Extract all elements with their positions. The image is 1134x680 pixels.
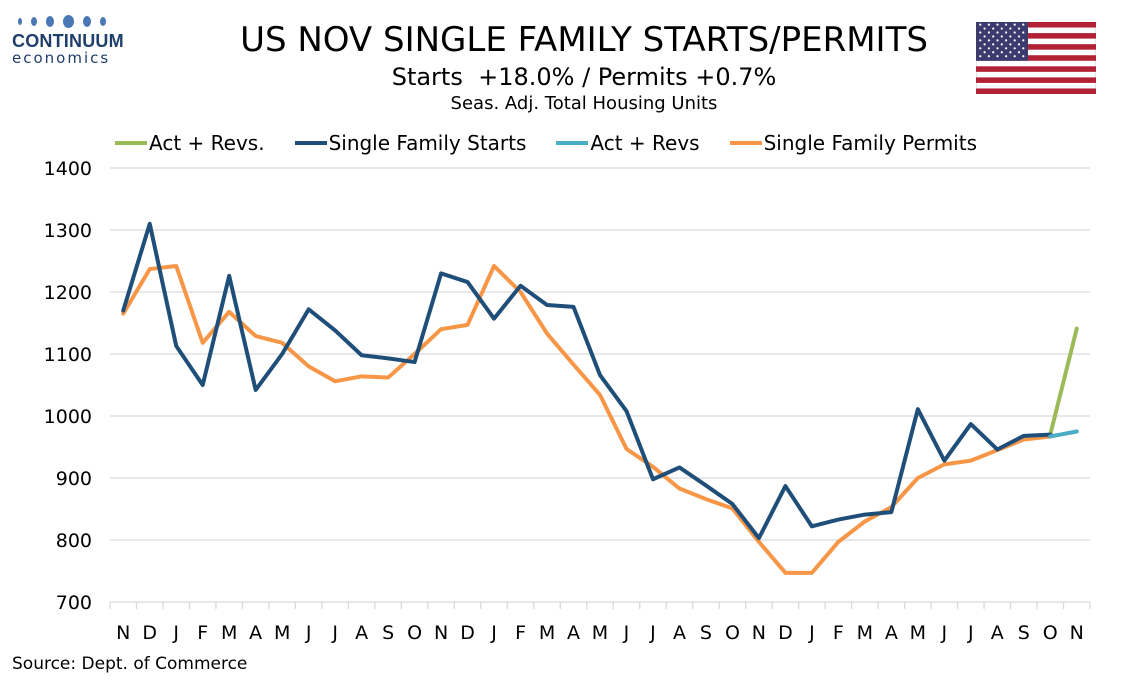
series-line-single-family-starts <box>121 221 1053 541</box>
legend-label: Single Family Starts <box>328 131 527 155</box>
y-tick-label: 1400 <box>44 158 92 180</box>
x-tick-label: F <box>515 622 526 644</box>
legend-label: Single Family Permits <box>763 131 977 155</box>
series-line-act-revs <box>1048 326 1079 437</box>
x-tick-label: A <box>355 622 368 644</box>
source-note: Source: Dept. of Commerce <box>12 654 248 674</box>
y-tick-label: 1200 <box>44 282 92 304</box>
y-tick-label: 1000 <box>44 406 92 428</box>
x-tick-label: J <box>305 622 312 644</box>
x-tick-label: F <box>833 622 844 644</box>
legend-item: Single Family Permits <box>729 131 977 155</box>
x-tick-label: N <box>434 622 448 644</box>
x-tick-label: A <box>885 622 898 644</box>
legend-swatch <box>556 141 589 145</box>
legend-label: Act + Revs. <box>149 131 265 155</box>
x-tick-label: J <box>490 622 497 644</box>
x-tick-label: J <box>941 622 948 644</box>
y-tick-label: 1100 <box>44 344 92 366</box>
x-tick-label: N <box>1070 622 1084 644</box>
legend-swatch <box>294 141 327 145</box>
x-tick-label: J <box>649 622 656 644</box>
x-tick-label: M <box>221 622 237 644</box>
x-tick-label: M <box>274 622 290 644</box>
chart-legend: Act + Revs. Single Family Starts Act + Rev… <box>115 130 1007 156</box>
y-tick-label: 1300 <box>44 220 92 242</box>
y-tick-label: 900 <box>56 468 92 490</box>
x-tick-label: S <box>1018 622 1030 644</box>
legend-label: Act + Revs <box>590 131 700 155</box>
x-tick-label: O <box>407 622 422 644</box>
x-tick-label: J <box>808 622 815 644</box>
series-line-single-family-permits <box>121 263 1053 575</box>
logo-tagline: economics <box>12 49 111 67</box>
series-line-act-revs <box>1048 429 1079 439</box>
x-tick-label: A <box>567 622 580 644</box>
x-tick-label: O <box>1043 622 1058 644</box>
legend-swatch <box>115 141 147 145</box>
y-tick-label: 700 <box>56 592 92 614</box>
x-tick-label: N <box>116 622 130 644</box>
x-tick-label: J <box>331 622 338 644</box>
chart-title: US NOV SINGLE FAMILY STARTS/PERMITS <box>240 20 928 60</box>
logo-dots-icon <box>12 14 132 28</box>
x-tick-label: J <box>623 622 630 644</box>
x-tick-label: M <box>592 622 608 644</box>
x-tick-label: A <box>249 622 262 644</box>
x-tick-label: A <box>991 622 1004 644</box>
legend-item: Single Family Starts <box>294 131 527 155</box>
x-tick-label: D <box>460 622 475 644</box>
legend-item: Act + Revs <box>556 131 700 155</box>
logo-wordmark: CONTINUUM <box>12 31 124 51</box>
y-tick-label: 800 <box>56 530 92 552</box>
x-tick-label: D <box>142 622 157 644</box>
x-tick-label: O <box>725 622 740 644</box>
x-tick-label: J <box>172 622 179 644</box>
us-flag-icon <box>976 22 1096 94</box>
chart-subtitle: Starts +18.0% / Permits +0.7% <box>391 63 777 91</box>
x-tick-label: S <box>700 622 712 644</box>
x-tick-label: F <box>197 622 208 644</box>
x-tick-label: M <box>910 622 926 644</box>
chart-units-note: Seas. Adj. Total Housing Units <box>450 93 718 114</box>
x-tick-label: N <box>752 622 766 644</box>
x-tick-label: M <box>857 622 873 644</box>
x-tick-label: M <box>539 622 555 644</box>
x-tick-label: D <box>778 622 793 644</box>
legend-item: Act + Revs. <box>115 131 265 155</box>
legend-swatch <box>729 141 762 145</box>
continuum-logo: CONTINUUM economics <box>12 14 132 74</box>
x-tick-label: A <box>673 622 686 644</box>
x-tick-label: S <box>382 622 394 644</box>
x-tick-label: J <box>967 622 974 644</box>
